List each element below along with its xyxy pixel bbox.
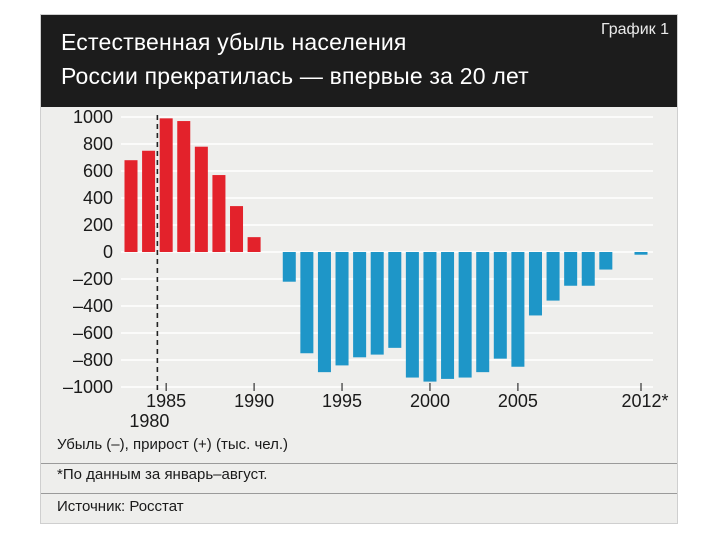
- bar-1983: [124, 160, 138, 252]
- y-tick-label: 600: [83, 161, 113, 181]
- bars: [124, 118, 648, 382]
- y-tick-label: 1000: [73, 107, 113, 127]
- bar-1990: [247, 237, 261, 252]
- bar-1998: [388, 252, 402, 348]
- bar-2008: [564, 252, 578, 286]
- chart-number-tag: График 1: [600, 21, 669, 38]
- divider-1: [41, 463, 677, 464]
- bar-1994: [317, 252, 331, 373]
- bar-2009: [581, 252, 595, 286]
- chart-card: Естественная убыль населения России прек…: [40, 14, 678, 524]
- bar-1999: [405, 252, 419, 378]
- x-tick-label: 2005: [498, 391, 538, 411]
- y-tick-label: –200: [73, 269, 113, 289]
- bar-1997: [370, 252, 384, 355]
- y-tick-label: –600: [73, 323, 113, 343]
- x-tick-label: 2012*: [621, 391, 668, 411]
- divider-2: [41, 493, 677, 494]
- y-tick-label: –800: [73, 350, 113, 370]
- bar-2000: [423, 252, 437, 382]
- bar-2007: [546, 252, 560, 301]
- bar-1985: [159, 118, 173, 252]
- bar-1989: [230, 206, 244, 252]
- bar-1984: [142, 150, 156, 252]
- y-tick-label: –400: [73, 296, 113, 316]
- y-tick-label: 200: [83, 215, 113, 235]
- chart-title-line-1: Естественная убыль населения: [61, 29, 407, 55]
- x-tick-label: 1995: [322, 391, 362, 411]
- y-tick-label: 0: [103, 242, 113, 262]
- bar-2004: [493, 252, 507, 359]
- grid-lines: [121, 116, 653, 388]
- x-tick-label: 2000: [410, 391, 450, 411]
- bar-1988: [212, 175, 226, 252]
- y-tick-label: 400: [83, 188, 113, 208]
- bar-1992: [282, 252, 296, 282]
- x-axis-extra-label: 1980: [129, 411, 169, 431]
- chart-header: Естественная убыль населения России прек…: [41, 15, 677, 107]
- x-axis-label: Убыль (–), прирост (+) (тыс. чел.): [57, 436, 288, 453]
- footnote: *По данным за январь–август.: [57, 466, 268, 483]
- bar-2005: [511, 252, 525, 367]
- x-tick-label: 1985: [146, 391, 186, 411]
- bar-2006: [528, 252, 542, 316]
- bar-2001: [441, 252, 455, 379]
- bar-1986: [177, 121, 191, 252]
- chart-title-line-2: России прекратилась — впервые за 20 лет: [61, 63, 529, 89]
- y-axis-ticks: 1000 800 600 400 200 0 –200 –400 –600 –800 –1000: [63, 107, 113, 397]
- x-tick-label: 1990: [234, 391, 274, 411]
- bar-2012: [634, 252, 648, 255]
- bar-1993: [300, 252, 314, 354]
- source-note: Источник: Росстат: [57, 498, 184, 515]
- x-axis-ticks: 1985 1990 1995 2000 2005 2012*: [146, 383, 669, 411]
- y-tick-label: 800: [83, 134, 113, 154]
- bar-1995: [335, 252, 349, 366]
- bar-2003: [476, 252, 490, 373]
- bar-1987: [194, 146, 208, 252]
- bar-2010: [599, 252, 613, 270]
- bar-1996: [353, 252, 367, 358]
- bar-2002: [458, 252, 472, 378]
- y-tick-label: –1000: [63, 377, 113, 397]
